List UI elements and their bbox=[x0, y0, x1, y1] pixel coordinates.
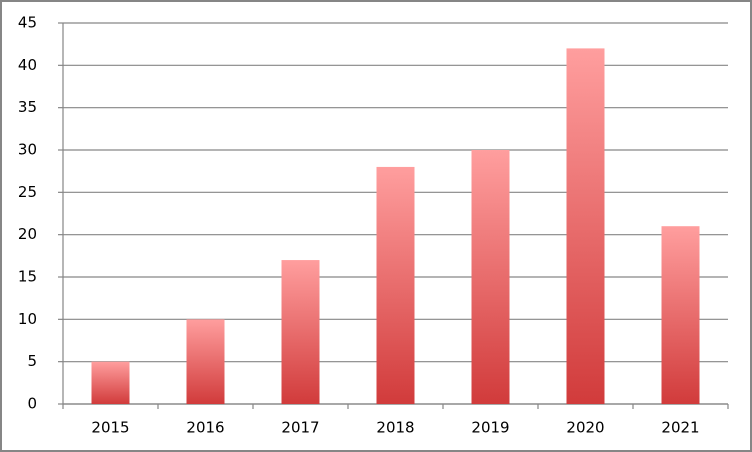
bar bbox=[281, 260, 320, 404]
y-tick-label: 30 bbox=[18, 141, 37, 159]
x-tick-label: 2015 bbox=[91, 419, 129, 437]
y-tick-label: 5 bbox=[27, 352, 37, 370]
y-tick-label: 45 bbox=[18, 14, 37, 32]
x-tick-label: 2020 bbox=[566, 419, 604, 437]
x-tick-label: 2017 bbox=[281, 419, 319, 437]
bar bbox=[186, 319, 225, 404]
x-tick-label: 2018 bbox=[376, 419, 414, 437]
y-tick-label: 40 bbox=[18, 56, 37, 74]
x-tick-label: 2019 bbox=[471, 419, 509, 437]
y-tick-label: 20 bbox=[18, 225, 37, 243]
y-tick-label: 15 bbox=[18, 268, 37, 286]
bar bbox=[566, 48, 605, 405]
bar bbox=[91, 361, 130, 404]
y-tick-label: 25 bbox=[18, 183, 37, 201]
y-tick-label: 10 bbox=[18, 310, 37, 328]
bar bbox=[376, 166, 415, 404]
x-tick-label: 2021 bbox=[661, 419, 699, 437]
bar bbox=[661, 226, 700, 404]
bar bbox=[471, 150, 510, 404]
x-tick-label: 2016 bbox=[186, 419, 224, 437]
y-tick-label: 35 bbox=[18, 98, 37, 116]
y-tick-label: 0 bbox=[27, 395, 37, 413]
